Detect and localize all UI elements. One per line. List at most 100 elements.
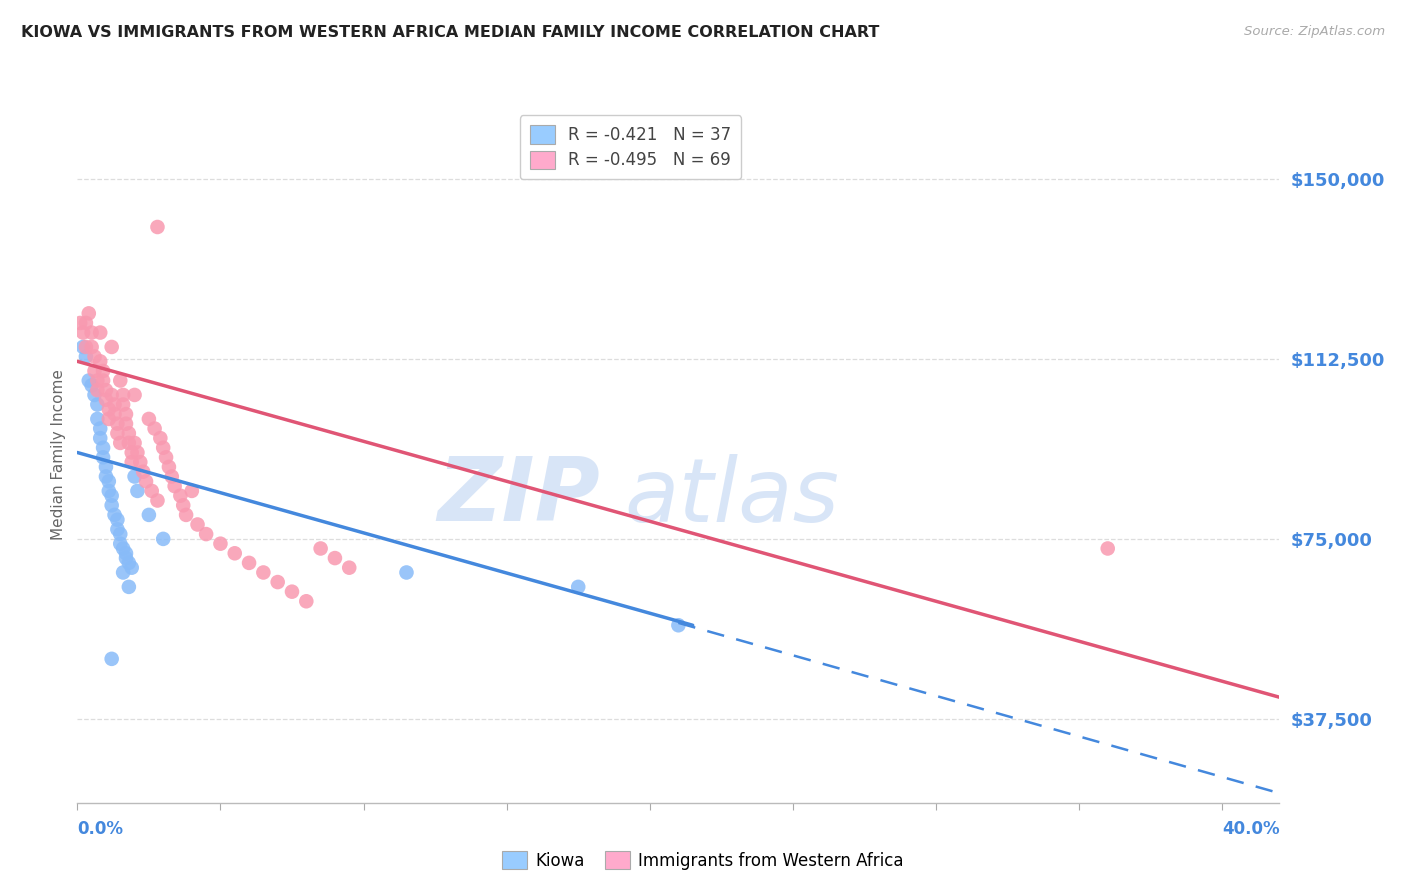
Point bbox=[91, 441, 114, 455]
Point bbox=[118, 556, 141, 570]
Point bbox=[112, 398, 135, 412]
Point bbox=[267, 575, 290, 590]
Point bbox=[160, 469, 183, 483]
Point bbox=[86, 398, 108, 412]
Point bbox=[666, 618, 689, 632]
Point bbox=[121, 445, 143, 459]
Point bbox=[124, 388, 146, 402]
Point bbox=[86, 412, 108, 426]
Point bbox=[75, 340, 97, 354]
Point bbox=[94, 469, 117, 483]
Text: atlas: atlas bbox=[624, 454, 839, 540]
Point bbox=[110, 537, 132, 551]
Point bbox=[118, 580, 141, 594]
Point bbox=[146, 219, 169, 234]
Point bbox=[129, 455, 152, 469]
Point bbox=[86, 374, 108, 388]
Point bbox=[107, 513, 129, 527]
Point bbox=[115, 551, 138, 566]
Point bbox=[89, 326, 111, 340]
Point bbox=[89, 431, 111, 445]
Point bbox=[97, 483, 120, 498]
Point bbox=[309, 541, 332, 556]
Point bbox=[115, 407, 138, 421]
Point bbox=[89, 421, 111, 435]
Text: ZIP: ZIP bbox=[437, 453, 600, 541]
Point bbox=[110, 527, 132, 541]
Point bbox=[112, 541, 135, 556]
Point bbox=[172, 498, 194, 512]
Point bbox=[146, 493, 169, 508]
Point bbox=[224, 546, 246, 560]
Point bbox=[80, 340, 103, 354]
Point bbox=[103, 398, 125, 412]
Point bbox=[107, 522, 129, 536]
Point bbox=[91, 364, 114, 378]
Point bbox=[143, 421, 166, 435]
Legend: R = -0.421   N = 37, R = -0.495   N = 69: R = -0.421 N = 37, R = -0.495 N = 69 bbox=[520, 115, 741, 179]
Point bbox=[149, 431, 172, 445]
Text: Source: ZipAtlas.com: Source: ZipAtlas.com bbox=[1244, 25, 1385, 38]
Point bbox=[112, 388, 135, 402]
Point bbox=[94, 459, 117, 474]
Y-axis label: Median Family Income: Median Family Income bbox=[51, 369, 66, 541]
Point bbox=[72, 326, 94, 340]
Point bbox=[97, 402, 120, 417]
Point bbox=[100, 652, 122, 666]
Point bbox=[91, 374, 114, 388]
Point bbox=[107, 426, 129, 441]
Point bbox=[107, 417, 129, 431]
Point bbox=[1097, 541, 1119, 556]
Point bbox=[115, 417, 138, 431]
Point bbox=[121, 455, 143, 469]
Point bbox=[103, 407, 125, 421]
Point bbox=[132, 465, 155, 479]
Point bbox=[238, 556, 260, 570]
Point bbox=[209, 537, 232, 551]
Point bbox=[89, 354, 111, 368]
Point bbox=[163, 479, 186, 493]
Point bbox=[72, 340, 94, 354]
Point bbox=[112, 566, 135, 580]
Text: KIOWA VS IMMIGRANTS FROM WESTERN AFRICA MEDIAN FAMILY INCOME CORRELATION CHART: KIOWA VS IMMIGRANTS FROM WESTERN AFRICA … bbox=[21, 25, 880, 40]
Point bbox=[180, 483, 202, 498]
Point bbox=[174, 508, 197, 522]
Point bbox=[100, 489, 122, 503]
Point bbox=[100, 340, 122, 354]
Point bbox=[110, 374, 132, 388]
Point bbox=[323, 551, 346, 566]
Point bbox=[97, 412, 120, 426]
Point bbox=[80, 378, 103, 392]
Point bbox=[141, 483, 163, 498]
Point bbox=[77, 306, 100, 320]
Point bbox=[186, 517, 209, 532]
Point bbox=[127, 445, 149, 459]
Point bbox=[155, 450, 177, 465]
Point bbox=[103, 508, 125, 522]
Point bbox=[110, 436, 132, 450]
Point bbox=[135, 475, 157, 489]
Legend: Kiowa, Immigrants from Western Africa: Kiowa, Immigrants from Western Africa bbox=[495, 845, 911, 877]
Point bbox=[83, 388, 105, 402]
Point bbox=[80, 326, 103, 340]
Point bbox=[169, 489, 191, 503]
Point bbox=[124, 436, 146, 450]
Point bbox=[118, 426, 141, 441]
Point bbox=[69, 316, 91, 330]
Point bbox=[152, 532, 174, 546]
Point bbox=[295, 594, 318, 608]
Point bbox=[395, 566, 418, 580]
Point bbox=[281, 584, 304, 599]
Point bbox=[75, 350, 97, 364]
Point bbox=[337, 560, 360, 574]
Point bbox=[195, 527, 218, 541]
Point bbox=[77, 374, 100, 388]
Point bbox=[121, 560, 143, 574]
Point bbox=[94, 392, 117, 407]
Point bbox=[118, 436, 141, 450]
Point bbox=[75, 316, 97, 330]
Point bbox=[91, 450, 114, 465]
Point bbox=[138, 412, 160, 426]
Text: 0.0%: 0.0% bbox=[77, 820, 124, 838]
Point bbox=[252, 566, 274, 580]
